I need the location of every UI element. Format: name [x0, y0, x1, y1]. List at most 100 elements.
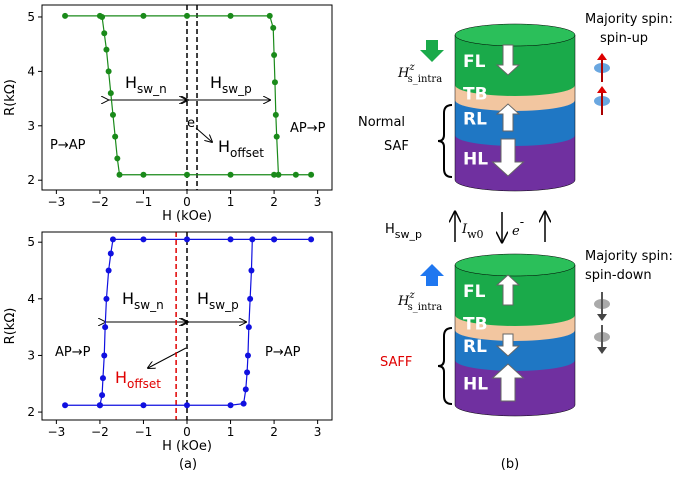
data-point — [227, 236, 234, 243]
data-point — [99, 13, 106, 20]
t: w0 — [467, 228, 483, 241]
data-point — [266, 12, 273, 19]
label: spin-down — [585, 268, 652, 283]
annotation: e — [187, 116, 195, 131]
data-point — [99, 392, 106, 399]
annotation: Hoffset — [115, 368, 161, 391]
annotation-text: H — [115, 368, 127, 387]
data-point — [101, 352, 108, 359]
y-tick-label: 5 — [27, 10, 35, 24]
annotation: Hsw_n — [125, 73, 167, 96]
annotation: AP→P — [290, 121, 326, 136]
layer-label: FL — [463, 52, 486, 72]
y-tick-label: 4 — [27, 64, 35, 78]
data-point — [244, 352, 251, 359]
label: SAF — [384, 139, 409, 154]
layer-top — [454, 23, 576, 47]
field-label: Hz s_intra — [397, 290, 442, 313]
layer-label: HL — [463, 150, 488, 170]
data-point — [103, 295, 110, 302]
t: I — [461, 222, 468, 237]
data-point — [245, 324, 252, 331]
data-point — [271, 79, 278, 86]
data-point — [271, 236, 278, 243]
arrow — [195, 127, 212, 142]
data-point — [227, 402, 234, 409]
data-point — [114, 155, 121, 162]
middle-label: Iw0 — [461, 222, 484, 241]
data-line — [65, 15, 312, 176]
x-tick-label: −3 — [48, 425, 66, 439]
data-point — [109, 236, 116, 243]
data-point — [184, 402, 190, 409]
magnetization-arrow — [495, 333, 521, 357]
label: Majority spin: — [585, 12, 673, 27]
annotation: Hsw_n — [122, 289, 164, 312]
annotation: Hoffset — [218, 137, 264, 160]
data-point — [227, 12, 234, 19]
x-tick-label: 2 — [270, 425, 278, 439]
x-tick-label: 3 — [314, 195, 322, 209]
magnetization-arrow — [495, 274, 521, 306]
x-tick-label: 3 — [314, 425, 322, 439]
y-tick-label: 2 — [27, 405, 35, 419]
data-point — [244, 369, 251, 376]
t: H — [397, 294, 410, 309]
x-tick-label: −3 — [48, 195, 66, 209]
data-point — [272, 111, 279, 118]
label: SAFF — [380, 355, 412, 370]
annotation-sub: sw_n — [134, 298, 164, 312]
brace — [437, 327, 453, 405]
field-arrow — [420, 264, 444, 286]
annotation: Hsw_p — [197, 289, 239, 312]
y-axis-label: R(kΩ) — [3, 308, 18, 345]
data-point — [105, 68, 112, 75]
field-arrow — [420, 40, 444, 62]
label: spin-up — [600, 31, 648, 46]
middle-label: Hsw_p — [385, 222, 422, 241]
layer-label: TB — [463, 85, 488, 105]
annotation-text: H — [197, 289, 209, 308]
magnetization-arrow — [495, 103, 521, 132]
y-axis-label: R(kΩ) — [3, 79, 18, 116]
data-point — [292, 171, 299, 178]
annotation-text: H — [218, 137, 230, 156]
layer-label: HL — [463, 375, 488, 395]
data-point — [184, 171, 190, 178]
data-point — [102, 324, 109, 331]
data-point — [227, 171, 234, 178]
annotation-sub: offset — [230, 146, 264, 160]
magnetization-arrow — [495, 44, 521, 76]
annotations-top: Hsw_n Hsw_p P→AP AP→P Hoffset e — [50, 73, 326, 160]
data-point — [184, 12, 190, 19]
data-point — [140, 236, 147, 243]
y-tick-label: 3 — [27, 119, 35, 133]
data-point — [140, 12, 147, 19]
label: Majority spin: — [585, 249, 673, 264]
y-tick-label: 4 — [27, 292, 35, 306]
middle-label: e- — [512, 215, 524, 239]
data-point — [271, 171, 278, 178]
data-point — [184, 236, 190, 243]
spin-icons — [594, 53, 610, 354]
data-point — [62, 12, 69, 19]
brace — [437, 104, 453, 178]
annotation-sub: sw_n — [137, 82, 167, 96]
annotation-sub: sw_p — [209, 298, 239, 312]
t: e — [512, 224, 520, 239]
annotation: AP→P — [55, 345, 91, 360]
t: z — [408, 62, 415, 73]
diagram-text: Majority spin: spin-up Hz s_intra Normal … — [358, 12, 673, 405]
data-point — [109, 111, 116, 118]
annotation-sub: sw_p — [222, 82, 252, 96]
layer-label: TB — [463, 315, 488, 335]
t: - — [520, 215, 524, 230]
x-axis-label: H (kOe) — [162, 439, 212, 454]
t: H — [397, 66, 410, 81]
panel-label: (a) — [179, 457, 197, 472]
y-tick-label: 3 — [27, 348, 35, 362]
data-point — [107, 250, 114, 257]
data-point — [105, 267, 112, 274]
t: s_intra — [408, 74, 443, 85]
data-point — [62, 402, 69, 409]
